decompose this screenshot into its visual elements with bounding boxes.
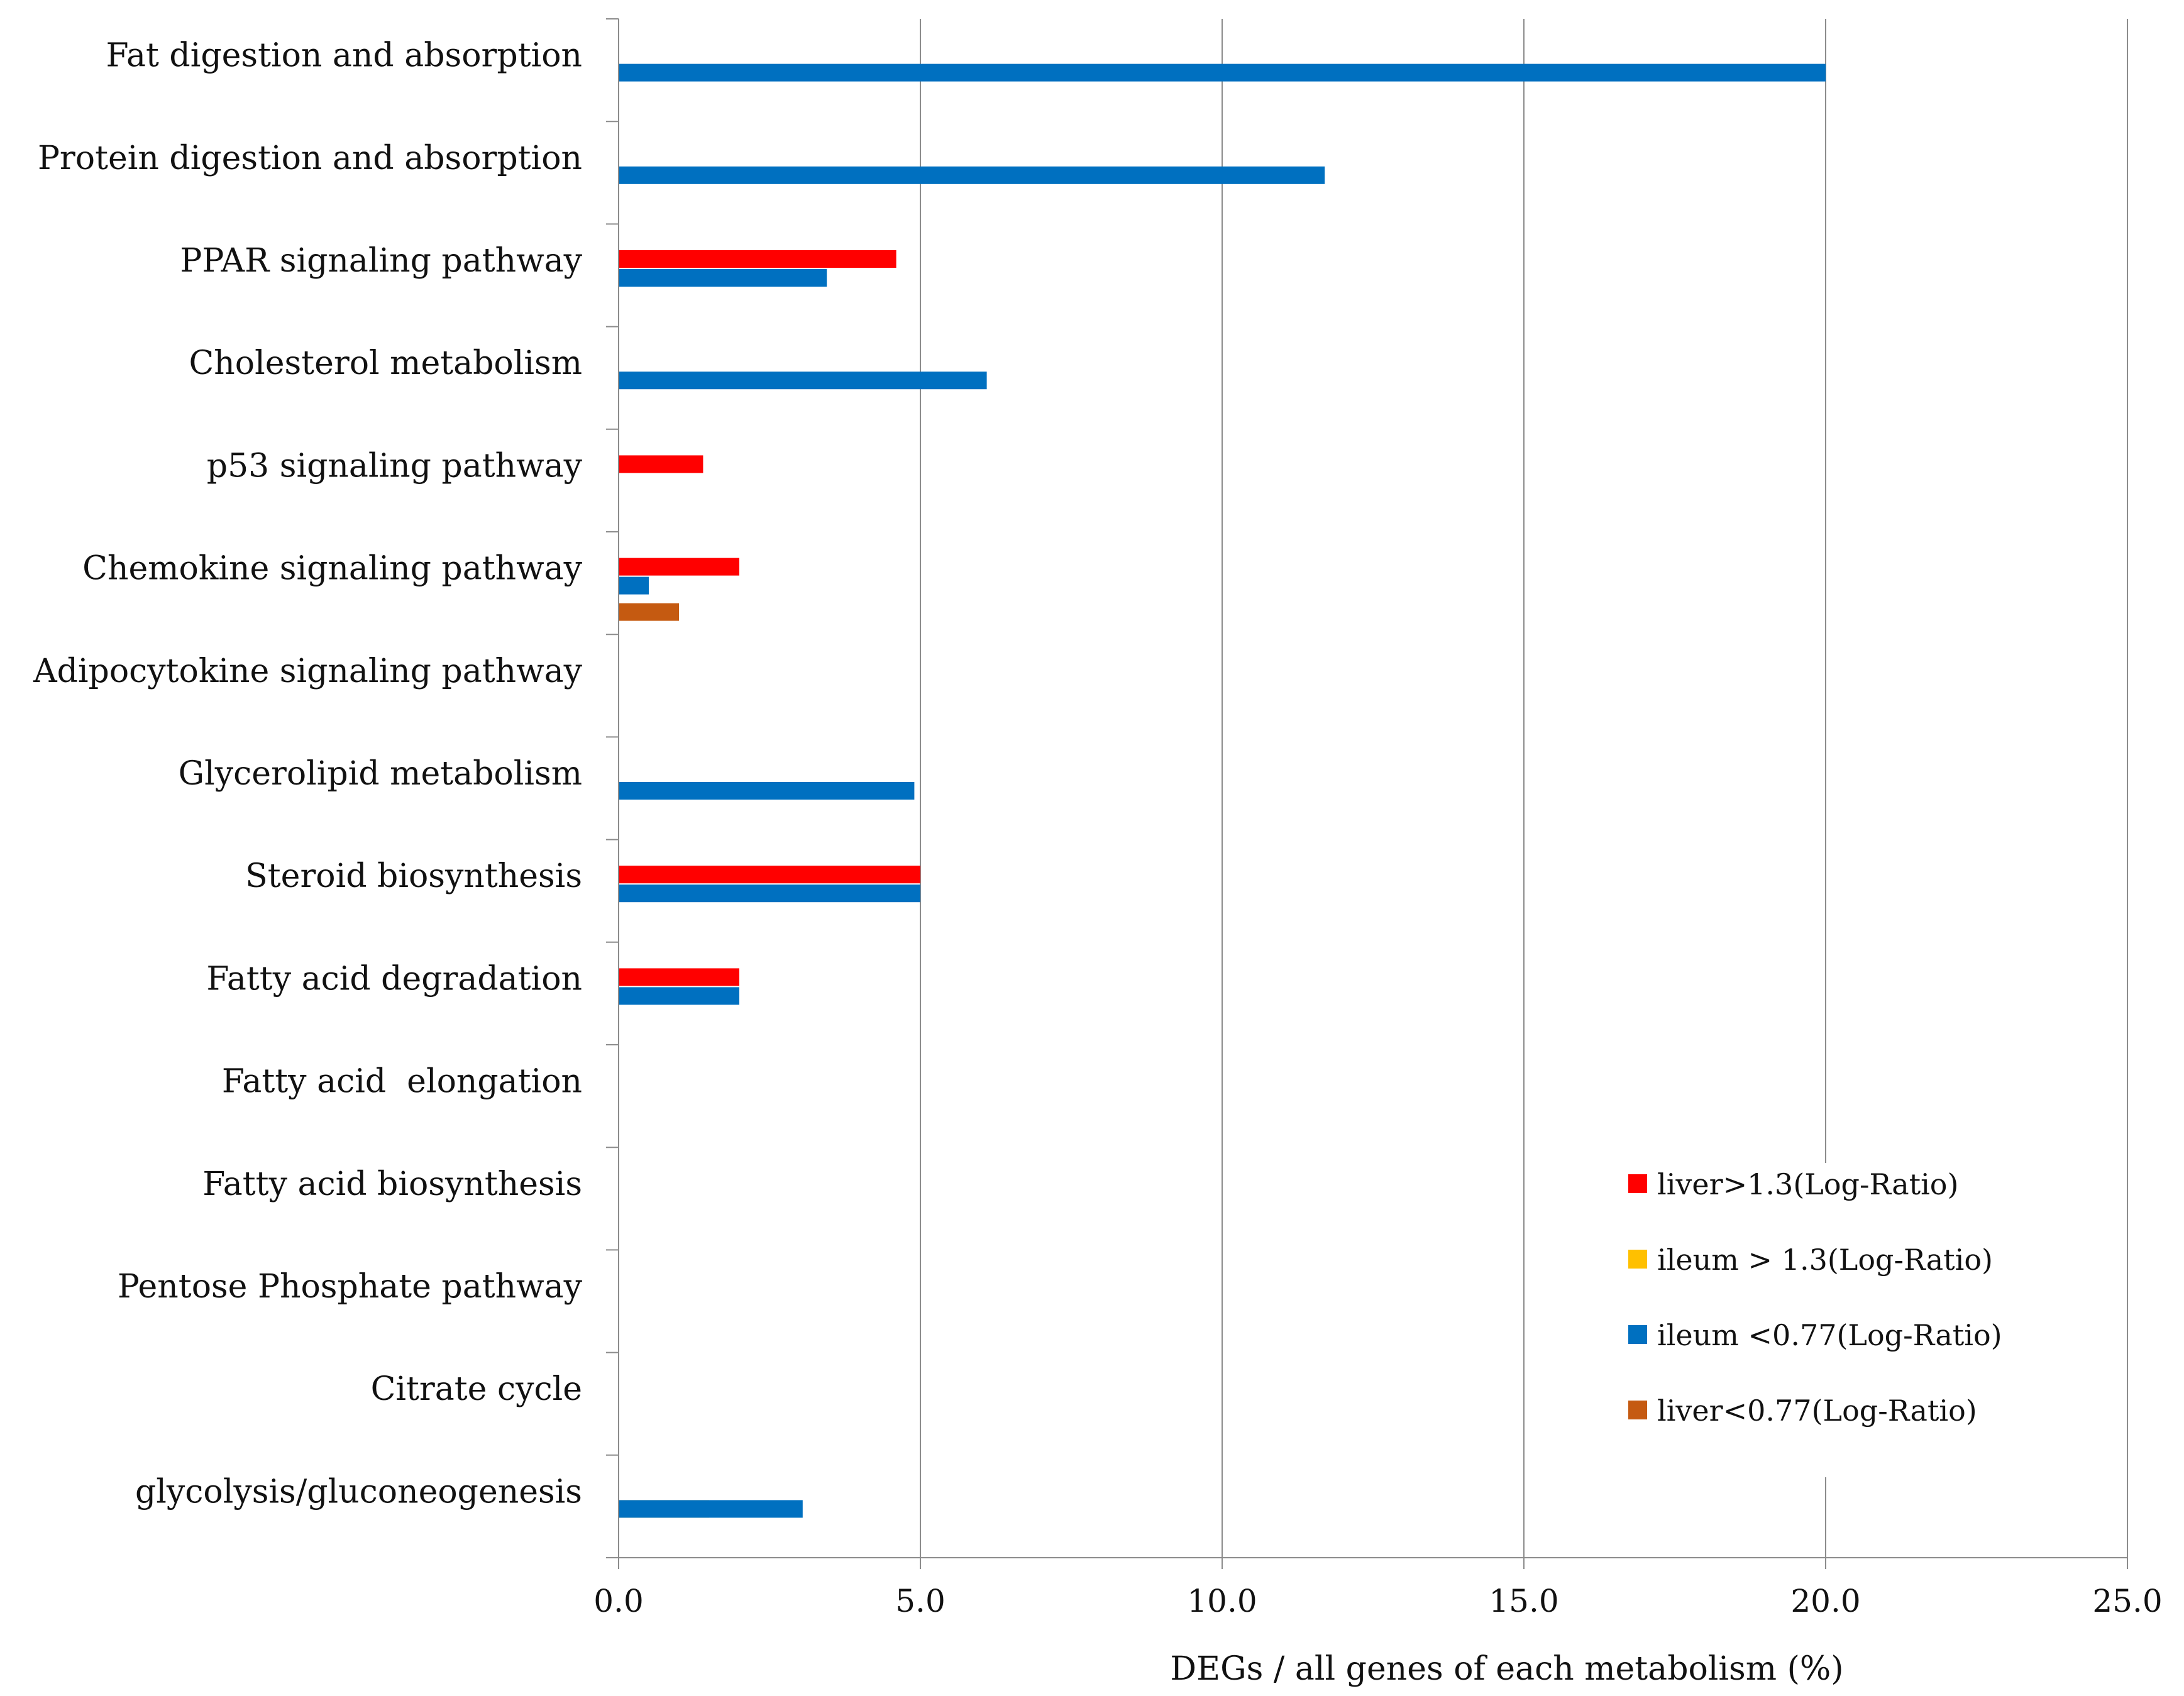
- bars: [619, 63, 1826, 1518]
- bar: [619, 455, 703, 473]
- x-tick-label: 10.0: [1187, 1583, 1257, 1619]
- category-label: Adipocytokine signaling pathway: [33, 653, 583, 690]
- x-axis-title: DEGs / all genes of each metabolism (%): [1170, 1650, 1843, 1688]
- x-tick-label: 0.0: [593, 1583, 644, 1619]
- category-label: Chemokine signaling pathway: [82, 550, 582, 588]
- x-tick-labels: 0.0 5.0 10.0 15.0 20.0 25.0: [593, 1583, 2162, 1619]
- category-label: Glycerolipid metabolism: [179, 755, 582, 793]
- legend-swatch: [1628, 1174, 1647, 1193]
- category-label: Fatty acid degradation: [206, 960, 582, 998]
- bar: [619, 269, 827, 287]
- category-label: Fatty acid biosynthesis: [202, 1165, 582, 1203]
- category-label: Steroid biosynthesis: [245, 857, 582, 895]
- legend-label: ileum > 1.3(Log-Ratio): [1657, 1243, 1993, 1277]
- bar: [619, 987, 739, 1005]
- bar: [619, 968, 739, 986]
- legend-swatch: [1628, 1401, 1647, 1419]
- legend-swatch: [1628, 1325, 1647, 1344]
- legend-label: liver<0.77(Log-Ratio): [1657, 1394, 1977, 1428]
- category-label: Fat digestion and absorption: [106, 37, 582, 75]
- category-label: Fatty acid elongation: [222, 1063, 582, 1101]
- legend-background: [1616, 1163, 2012, 1477]
- bar: [619, 63, 1826, 82]
- bar: [619, 1500, 803, 1518]
- category-label: Citrate cycle: [371, 1370, 582, 1408]
- x-tick-label: 5.0: [895, 1583, 946, 1619]
- legend-label: liver>1.3(Log-Ratio): [1657, 1167, 1958, 1201]
- category-label: p53 signaling pathway: [207, 447, 583, 485]
- x-tick-label: 15.0: [1489, 1583, 1558, 1619]
- category-label: Pentose Phosphate pathway: [118, 1268, 583, 1306]
- bar: [619, 866, 920, 884]
- bar: [619, 576, 649, 595]
- category-label: Cholesterol metabolism: [189, 344, 583, 382]
- category-label: Protein digestion and absorption: [38, 140, 582, 177]
- x-tick-label: 20.0: [1790, 1583, 1860, 1619]
- bar: [619, 372, 987, 390]
- bar: [619, 166, 1325, 184]
- category-label: glycolysis/gluconeogenesis: [135, 1473, 582, 1511]
- x-tick-label: 25.0: [2092, 1583, 2162, 1619]
- bar: [619, 884, 920, 903]
- bar: [619, 558, 739, 576]
- bar: [619, 782, 915, 800]
- legend: liver>1.3(Log-Ratio) ileum > 1.3(Log-Rati…: [1616, 1163, 2012, 1477]
- category-labels: Fat digestion and absorption Protein dige…: [33, 37, 583, 1511]
- legend-swatch: [1628, 1250, 1647, 1269]
- category-label: PPAR signaling pathway: [180, 242, 582, 280]
- legend-label: ileum <0.77(Log-Ratio): [1657, 1318, 2002, 1352]
- bar: [619, 603, 679, 621]
- bar: [619, 250, 896, 268]
- axes: [606, 18, 2128, 1569]
